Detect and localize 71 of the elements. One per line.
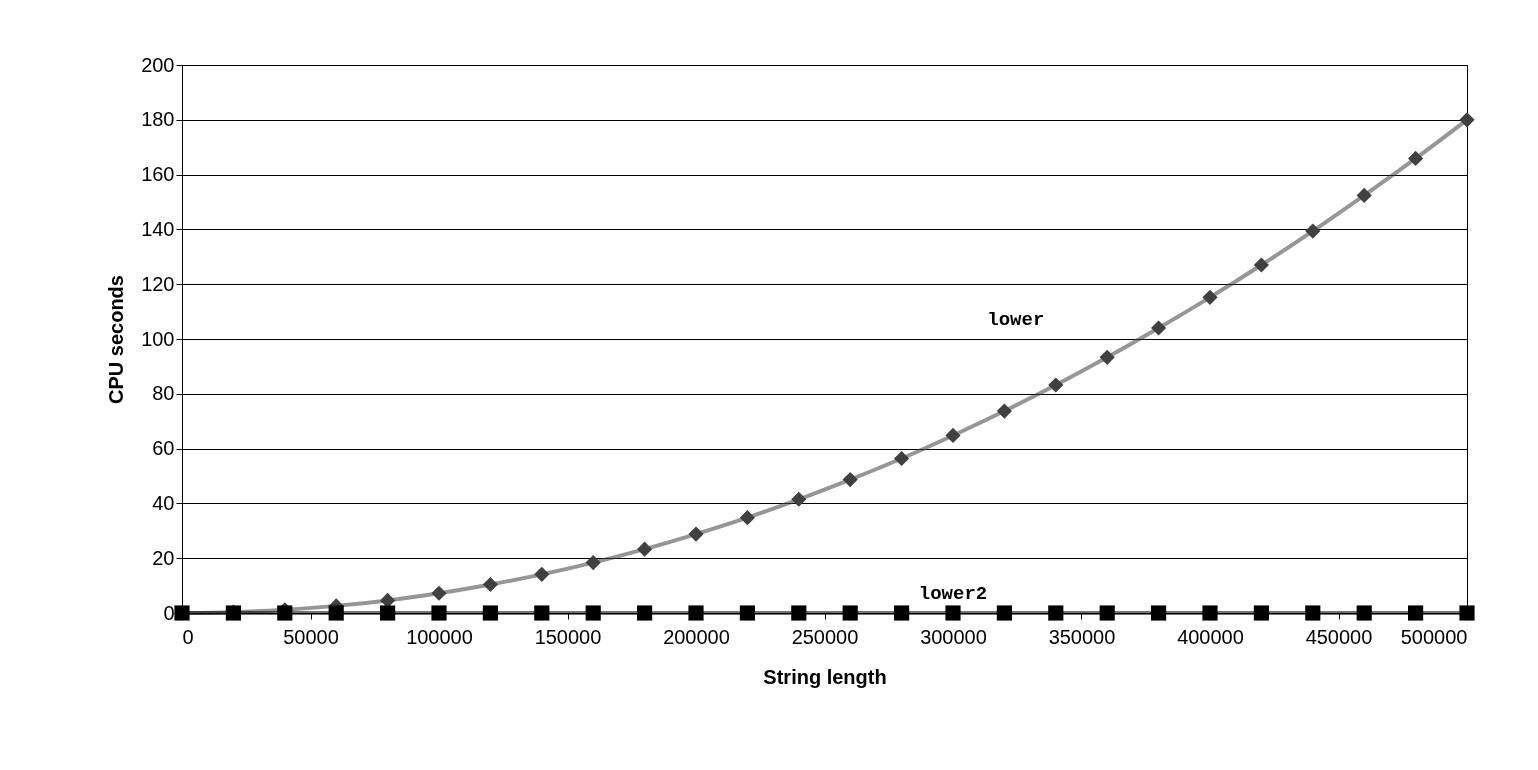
y-tick-label: 180 xyxy=(141,108,175,131)
y-axis-title: CPU seconds xyxy=(105,275,128,404)
point xyxy=(1151,605,1167,621)
point xyxy=(534,605,550,621)
point xyxy=(585,555,601,571)
point xyxy=(637,605,653,621)
point xyxy=(945,605,961,621)
point xyxy=(842,471,858,488)
y-tick-label: 140 xyxy=(141,217,175,240)
y-tick-label: 20 xyxy=(152,546,175,569)
x-tick-label: 250000 xyxy=(791,625,859,648)
point xyxy=(1356,605,1372,621)
point xyxy=(431,605,447,621)
point xyxy=(945,427,961,444)
point xyxy=(380,592,396,608)
point xyxy=(585,605,601,621)
point xyxy=(1459,112,1475,128)
point xyxy=(1099,605,1115,621)
point xyxy=(894,450,910,467)
point xyxy=(1408,605,1424,621)
point xyxy=(1048,605,1064,621)
point xyxy=(1099,349,1115,365)
y-tick-label: 200 xyxy=(141,53,175,76)
x-tick-label: 150000 xyxy=(534,625,602,648)
point xyxy=(739,605,755,621)
point xyxy=(431,585,447,601)
y-tick-label: 40 xyxy=(152,491,175,514)
y-tick-label: 100 xyxy=(141,327,175,350)
x-tick-label: 400000 xyxy=(1177,625,1244,648)
point xyxy=(380,605,396,621)
point xyxy=(842,605,858,621)
point xyxy=(1253,257,1269,273)
text: lower xyxy=(987,309,1045,332)
point xyxy=(1151,320,1167,336)
x-tick-label: 500000 xyxy=(1400,625,1468,648)
x-tick-label: 300000 xyxy=(920,625,987,648)
point xyxy=(1202,289,1218,305)
point xyxy=(1048,377,1064,393)
point xyxy=(637,541,653,557)
point xyxy=(894,605,910,621)
point xyxy=(688,605,704,621)
point xyxy=(739,510,755,526)
point xyxy=(1305,223,1321,239)
point xyxy=(534,566,550,582)
y-tick-label: 120 xyxy=(141,272,175,295)
point xyxy=(996,605,1012,621)
y-tick-label: 80 xyxy=(152,382,175,405)
x-tick-label: 0 xyxy=(182,625,194,648)
x-tick-label: 50000 xyxy=(283,625,339,648)
point xyxy=(1459,605,1475,621)
point xyxy=(482,605,498,621)
x-tick-label: 100000 xyxy=(406,625,473,648)
series-label: lower2 xyxy=(918,583,988,605)
point xyxy=(791,605,807,621)
point xyxy=(996,403,1012,419)
point xyxy=(482,576,498,593)
x-tick-label: 450000 xyxy=(1305,625,1373,648)
point xyxy=(1202,605,1218,621)
point xyxy=(1253,605,1269,621)
point xyxy=(688,526,704,542)
point xyxy=(328,605,344,621)
point xyxy=(1408,150,1424,167)
x-tick-label: 200000 xyxy=(663,625,730,648)
y-tick-label: 0 xyxy=(163,601,175,624)
y-tick-label: 160 xyxy=(141,163,175,186)
point xyxy=(791,491,807,507)
x-tick-label: 350000 xyxy=(1048,625,1116,648)
point xyxy=(1305,605,1321,621)
point xyxy=(1356,187,1372,204)
x-axis-title: String length xyxy=(763,665,887,688)
y-tick-label: 60 xyxy=(152,437,175,460)
